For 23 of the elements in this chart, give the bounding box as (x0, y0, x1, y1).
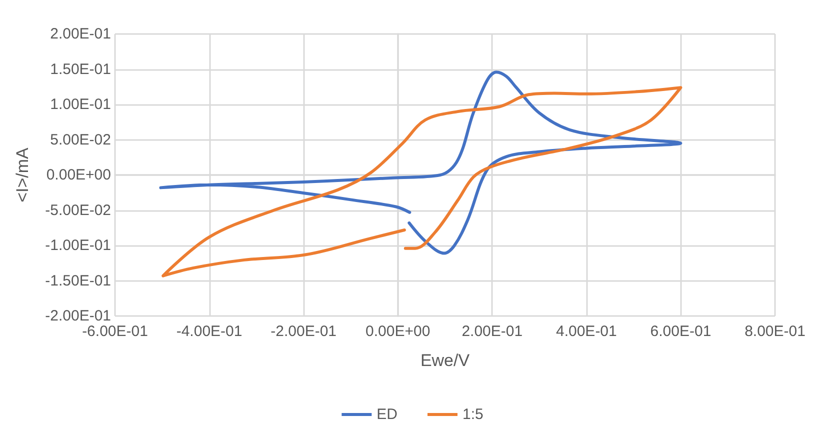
y-axis-title: <I>/mA (13, 146, 32, 202)
y-tick-label: 0.00E+00 (46, 166, 111, 184)
x-tick-label: 0.00E+00 (366, 323, 430, 340)
y-tick-label: -1.00E-01 (45, 237, 111, 254)
x-tick-label: 2.00E-01 (462, 323, 523, 340)
legend-label: ED (376, 406, 398, 423)
legend-label: 1:5 (462, 406, 484, 423)
x-tick-label: 8.00E-01 (744, 323, 806, 340)
x-axis-title: Ewe/V (420, 351, 470, 370)
y-tick-label: 5.00E-02 (50, 131, 111, 148)
line-series (162, 86, 682, 278)
x-tick-label: -4.00E-01 (176, 323, 242, 340)
y-tick-label: 1.00E-01 (50, 96, 111, 113)
x-tick-label: -6.00E-01 (82, 323, 148, 340)
x-tick-label: 6.00E-01 (650, 323, 712, 340)
line-series (159, 70, 682, 255)
y-tick-label: 2.00E-01 (50, 26, 111, 42)
x-tick-label: 4.00E-01 (556, 323, 617, 340)
y-tick-label: 1.50E-01 (50, 60, 111, 78)
y-tick-label: -1.50E-01 (45, 272, 111, 290)
y-tick-label: -5.00E-02 (45, 202, 111, 219)
y-tick-label: -2.00E-01 (45, 308, 111, 324)
x-tick-label: -2.00E-01 (270, 323, 337, 340)
